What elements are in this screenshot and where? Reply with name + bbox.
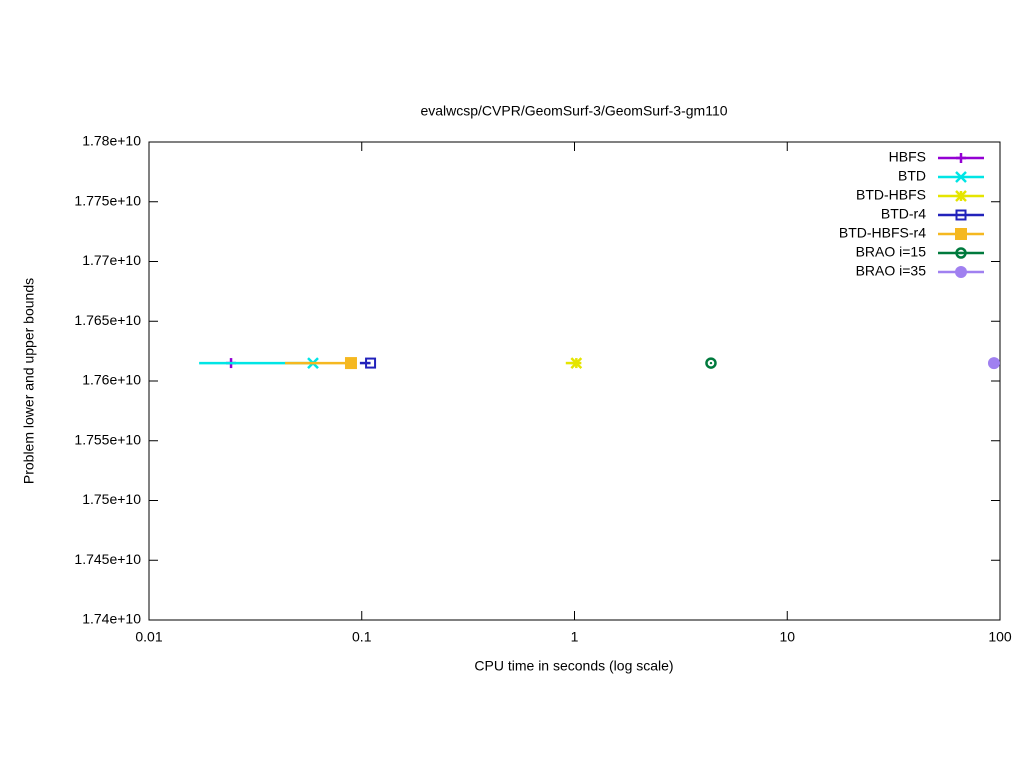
- y-tick-label: 1.745e+10: [74, 551, 141, 567]
- legend-marker: [955, 266, 967, 278]
- legend-label: BRAO i=35: [856, 263, 927, 279]
- x-tick-label: 1: [571, 629, 579, 645]
- plot-border: [148, 141, 1001, 621]
- data-point: [705, 357, 717, 369]
- y-axis-label: Problem lower and upper bounds: [21, 278, 37, 484]
- marker-shape: [959, 251, 963, 255]
- data-point: [344, 357, 357, 370]
- x-axis-label: CPU time in seconds (log scale): [474, 658, 673, 674]
- data-point: [987, 357, 1000, 370]
- marker-shape: [709, 361, 713, 365]
- marker-stroke: [955, 171, 967, 183]
- legend-label: HBFS: [889, 149, 926, 165]
- legend-marker: [955, 190, 967, 202]
- y-tick-label: 1.75e+10: [82, 491, 141, 507]
- marker-shape: [955, 209, 967, 221]
- legend-label: BTD-HBFS: [856, 187, 926, 203]
- x-tick-label: 10: [779, 629, 795, 645]
- legend-marker: [956, 153, 966, 163]
- marker-shape: [344, 357, 357, 370]
- legend-label: BRAO i=15: [856, 244, 927, 260]
- y-tick-label: 1.78e+10: [82, 133, 141, 149]
- marker-shape: [955, 228, 967, 240]
- legend-marker: [955, 209, 967, 221]
- legend-label: BTD-r4: [881, 206, 926, 222]
- data-point: [570, 357, 583, 369]
- data-point: [365, 357, 377, 369]
- marker-shape: [365, 357, 377, 369]
- legend-label: BTD-HBFS-r4: [839, 225, 926, 241]
- y-tick-label: 1.76e+10: [82, 372, 141, 388]
- marker-stroke: [570, 357, 583, 369]
- chart-title: evalwcsp/CVPR/GeomSurf-3/GeomSurf-3-gm11…: [420, 103, 727, 119]
- legend-marker: [955, 228, 967, 240]
- x-tick-label: 0.1: [352, 629, 372, 645]
- marker-stroke: [955, 190, 967, 202]
- legend-marker: [955, 247, 967, 259]
- marker-shape: [987, 357, 1000, 370]
- legend-label: BTD: [898, 168, 926, 184]
- x-tick-label: 100: [988, 629, 1012, 645]
- legend-marker: [955, 171, 967, 183]
- y-tick-label: 1.755e+10: [74, 431, 141, 447]
- marker-shape: [955, 247, 967, 259]
- y-tick-label: 1.775e+10: [74, 192, 141, 208]
- x-tick-label: 0.01: [135, 629, 162, 645]
- y-tick-label: 1.74e+10: [82, 611, 141, 627]
- marker-shape: [705, 357, 717, 369]
- y-tick-label: 1.77e+10: [82, 252, 141, 268]
- marker-shape: [955, 266, 967, 278]
- y-tick-label: 1.765e+10: [74, 312, 141, 328]
